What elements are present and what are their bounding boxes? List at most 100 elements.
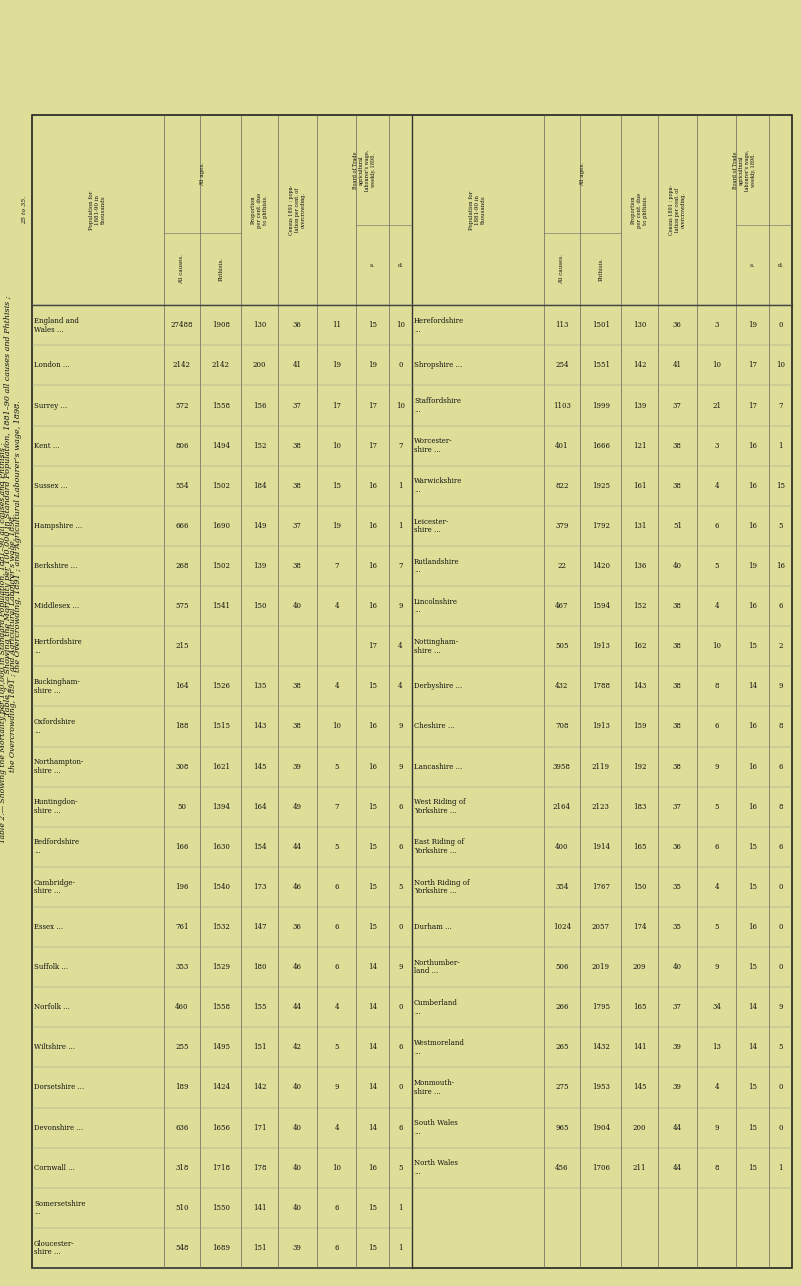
Text: 10: 10 xyxy=(712,642,721,651)
Text: 1550: 1550 xyxy=(211,1204,230,1211)
Text: 145: 145 xyxy=(252,763,266,770)
Text: 8: 8 xyxy=(778,723,783,730)
Text: Derbyshire ...: Derbyshire ... xyxy=(414,683,462,691)
Text: Northampton-
shire ...: Northampton- shire ... xyxy=(34,759,84,775)
Text: 0: 0 xyxy=(778,883,783,891)
Text: 16: 16 xyxy=(368,562,377,570)
Text: 255: 255 xyxy=(175,1043,188,1052)
Text: 666: 666 xyxy=(175,522,188,530)
Text: 9: 9 xyxy=(714,763,718,770)
Text: 15: 15 xyxy=(332,482,341,490)
Text: 1690: 1690 xyxy=(211,522,230,530)
Text: 2123: 2123 xyxy=(592,802,610,810)
Text: 1656: 1656 xyxy=(211,1124,230,1132)
Text: 506: 506 xyxy=(555,963,569,971)
Text: 15: 15 xyxy=(368,923,377,931)
Text: 6: 6 xyxy=(334,923,339,931)
Text: Lincolnshire
...: Lincolnshire ... xyxy=(414,598,458,615)
Text: 1718: 1718 xyxy=(211,1164,230,1172)
Text: 15: 15 xyxy=(748,963,757,971)
Text: Dorsetshire ...: Dorsetshire ... xyxy=(34,1084,84,1092)
Text: 1908: 1908 xyxy=(211,322,230,329)
Text: 139: 139 xyxy=(253,562,266,570)
Text: 1: 1 xyxy=(398,1244,403,1253)
Text: Buckingham-
shire ...: Buckingham- shire ... xyxy=(34,678,81,694)
Text: 1432: 1432 xyxy=(592,1043,610,1052)
Text: 265: 265 xyxy=(555,1043,569,1052)
Text: 6: 6 xyxy=(398,842,403,851)
Text: 196: 196 xyxy=(175,883,188,891)
Text: 19: 19 xyxy=(368,361,377,369)
Text: 9: 9 xyxy=(778,683,783,691)
Text: 708: 708 xyxy=(555,723,569,730)
Text: 37: 37 xyxy=(673,1003,682,1011)
Text: 44: 44 xyxy=(673,1164,682,1172)
Text: Nottingham-
shire ...: Nottingham- shire ... xyxy=(414,638,459,655)
Text: 5: 5 xyxy=(778,1043,783,1052)
Text: 142: 142 xyxy=(252,1084,266,1092)
Text: 5: 5 xyxy=(334,842,339,851)
Text: 1495: 1495 xyxy=(211,1043,230,1052)
Text: All causes.: All causes. xyxy=(559,255,565,284)
Text: 16: 16 xyxy=(748,482,757,490)
Text: 1689: 1689 xyxy=(211,1244,230,1253)
Text: 0: 0 xyxy=(778,963,783,971)
Text: 39: 39 xyxy=(293,763,302,770)
Text: 41: 41 xyxy=(293,361,302,369)
Text: 2142: 2142 xyxy=(211,361,230,369)
Text: 14: 14 xyxy=(368,1043,377,1052)
Text: Proportion
per cent. due
to phthisis.: Proportion per cent. due to phthisis. xyxy=(631,193,648,228)
Text: 6: 6 xyxy=(778,763,783,770)
Text: Northumber-
land ...: Northumber- land ... xyxy=(414,959,461,976)
Text: 151: 151 xyxy=(252,1043,266,1052)
Text: Devonshire ...: Devonshire ... xyxy=(34,1124,83,1132)
Text: 1792: 1792 xyxy=(592,522,610,530)
Text: Leicester-
shire ...: Leicester- shire ... xyxy=(414,517,449,534)
Text: 16: 16 xyxy=(748,802,757,810)
Text: 16: 16 xyxy=(748,923,757,931)
Text: Cheshire ...: Cheshire ... xyxy=(414,723,455,730)
Text: 44: 44 xyxy=(293,1003,302,1011)
Text: 143: 143 xyxy=(633,683,646,691)
Text: 27488: 27488 xyxy=(171,322,193,329)
Text: 16: 16 xyxy=(368,763,377,770)
Text: 40: 40 xyxy=(673,562,682,570)
Text: 215: 215 xyxy=(175,642,188,651)
Text: 0: 0 xyxy=(398,1084,403,1092)
Text: 432: 432 xyxy=(555,683,569,691)
Text: Oxfordshire
...: Oxfordshire ... xyxy=(34,718,76,734)
Text: 150: 150 xyxy=(633,883,646,891)
Text: 15: 15 xyxy=(776,482,785,490)
Text: 400: 400 xyxy=(555,842,569,851)
Text: 9: 9 xyxy=(778,1003,783,1011)
Text: 6: 6 xyxy=(778,842,783,851)
Text: 10: 10 xyxy=(332,441,341,450)
Text: 141: 141 xyxy=(252,1204,266,1211)
Text: 37: 37 xyxy=(673,401,682,409)
Text: 6: 6 xyxy=(714,723,718,730)
Text: 40: 40 xyxy=(293,1084,302,1092)
Text: 1913: 1913 xyxy=(592,642,610,651)
Text: 1551: 1551 xyxy=(592,361,610,369)
Text: 1494: 1494 xyxy=(211,441,230,450)
Text: Population for
1881-90 in
thousands: Population for 1881-90 in thousands xyxy=(469,190,486,230)
Text: Hampshire ...: Hampshire ... xyxy=(34,522,83,530)
Text: Huntingdon-
shire ...: Huntingdon- shire ... xyxy=(34,799,78,815)
Text: 6: 6 xyxy=(714,522,718,530)
Text: 19: 19 xyxy=(748,562,757,570)
Text: 4: 4 xyxy=(398,642,403,651)
Text: 36: 36 xyxy=(293,322,302,329)
Text: 2019: 2019 xyxy=(592,963,610,971)
Text: 1532: 1532 xyxy=(211,923,230,931)
Text: 37: 37 xyxy=(293,401,302,409)
Text: 15: 15 xyxy=(368,802,377,810)
Text: 152: 152 xyxy=(252,441,266,450)
Text: 636: 636 xyxy=(175,1124,188,1132)
Text: 1767: 1767 xyxy=(592,883,610,891)
Text: 36: 36 xyxy=(673,322,682,329)
Text: 9: 9 xyxy=(398,723,403,730)
Text: 141: 141 xyxy=(633,1043,646,1052)
Text: 0: 0 xyxy=(398,361,403,369)
Text: England and
Wales ...: England and Wales ... xyxy=(34,318,78,333)
Text: 16: 16 xyxy=(748,522,757,530)
